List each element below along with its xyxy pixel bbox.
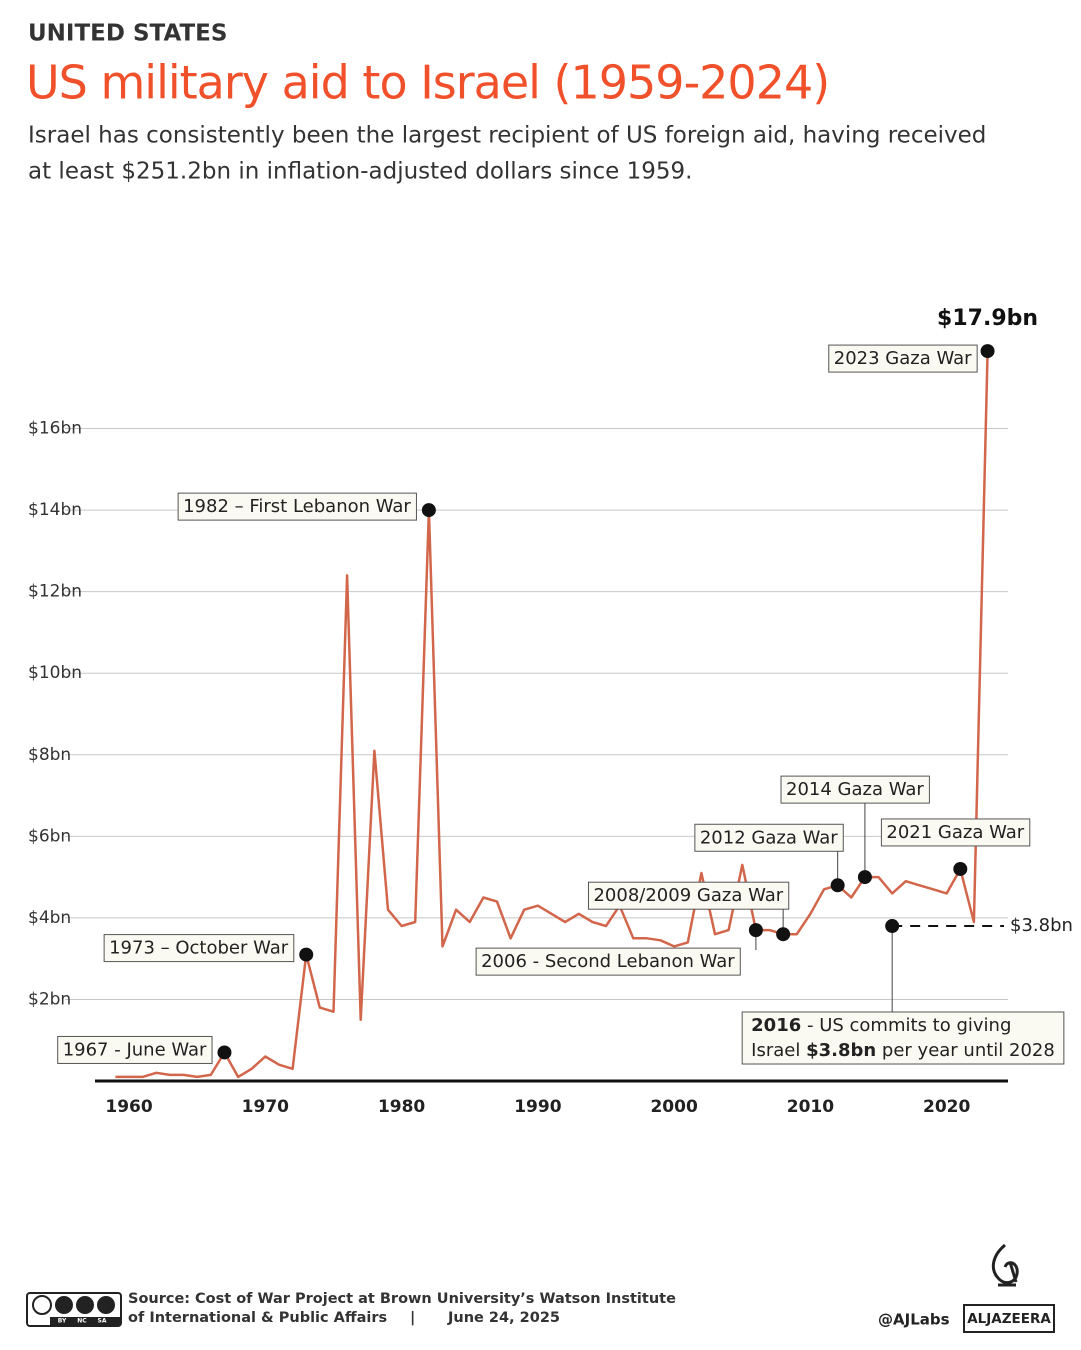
y-tick-label: $4bn bbox=[28, 908, 71, 928]
credit: @AJLabs bbox=[878, 1311, 950, 1329]
license-label: SA bbox=[98, 1318, 107, 1325]
license-label: BY bbox=[58, 1318, 67, 1325]
brand-frame bbox=[963, 1304, 1055, 1333]
annotation-label: 2023 Gaza War bbox=[834, 348, 972, 369]
x-tick-label: 2020 bbox=[923, 1097, 970, 1117]
annotation-label: 2006 - Second Lebanon War bbox=[481, 951, 735, 972]
reference-label: $3.8bn bbox=[1010, 915, 1073, 936]
label-box bbox=[741, 1011, 1065, 1065]
y-tick-label: $12bn bbox=[28, 582, 82, 602]
chart-title: US military aid to Israel (1959-2024) bbox=[26, 56, 829, 110]
annotation-label: 2014 Gaza War bbox=[786, 779, 924, 800]
badge-icon bbox=[55, 1296, 73, 1314]
value-label: $17.9bn bbox=[937, 306, 1038, 331]
annotation-label: 1982 – First Lebanon War bbox=[183, 496, 411, 517]
event-dot bbox=[217, 1045, 232, 1060]
event-dot bbox=[748, 923, 763, 938]
source: Cost of War Project at Brown University’… bbox=[195, 1291, 676, 1307]
y-tick-label: $16bn bbox=[28, 419, 82, 439]
date: June 24, 2025 bbox=[447, 1310, 560, 1326]
annotation-label: 1973 – October War bbox=[109, 938, 289, 959]
note: 2016 - US commits to giving Israel $3.8bn… bbox=[751, 1015, 1055, 1061]
badge-icon bbox=[32, 1295, 52, 1315]
label-box bbox=[880, 818, 1031, 847]
label-box bbox=[103, 934, 295, 963]
event-dot bbox=[299, 947, 314, 962]
badge-strip bbox=[50, 1317, 120, 1325]
license-label: NC bbox=[77, 1318, 87, 1325]
annotation-label: 1967 - June War bbox=[63, 1039, 207, 1060]
badge-icon bbox=[76, 1296, 94, 1314]
y-tick-label: $2bn bbox=[28, 989, 71, 1009]
x-tick-label: 2000 bbox=[650, 1097, 697, 1117]
commitment-dot bbox=[885, 919, 900, 934]
note-part: Israel bbox=[751, 1040, 806, 1061]
subtitle: Israel has consistently been the largest… bbox=[28, 123, 986, 149]
annotation-label: 2012 Gaza War bbox=[700, 827, 838, 848]
x-tick-label: 1960 bbox=[105, 1097, 152, 1117]
license-badge bbox=[26, 1292, 122, 1327]
event-dot bbox=[776, 927, 791, 942]
y-tick-label: $6bn bbox=[28, 826, 71, 846]
event-dot bbox=[830, 878, 845, 893]
x-tick-label: 1990 bbox=[514, 1097, 561, 1117]
y-tick-label: $14bn bbox=[28, 500, 82, 520]
label-box bbox=[587, 881, 790, 910]
note-part: $3.8bn bbox=[806, 1040, 876, 1061]
source-prefix: Source: bbox=[128, 1291, 190, 1307]
label-box bbox=[57, 1035, 213, 1064]
note-part: 2016 bbox=[751, 1015, 801, 1036]
y-tick-label: $8bn bbox=[28, 745, 71, 765]
note-part: - US commits to giving bbox=[801, 1015, 1011, 1036]
annotation-label: 2021 Gaza War bbox=[886, 822, 1024, 843]
badge-icon bbox=[97, 1296, 115, 1314]
subtitle: at least $251.2bn in inflation-adjusted … bbox=[28, 159, 692, 185]
event-dot bbox=[857, 870, 872, 885]
label-box bbox=[177, 492, 417, 521]
x-tick-label: 1970 bbox=[242, 1097, 289, 1117]
label-box bbox=[780, 775, 930, 804]
x-tick-label: 2010 bbox=[787, 1097, 834, 1117]
x-tick-label: 1980 bbox=[378, 1097, 425, 1117]
source: of International & Public Affairs bbox=[128, 1310, 387, 1326]
y-tick-label: $10bn bbox=[28, 663, 82, 683]
note-part: per year until 2028 bbox=[876, 1040, 1055, 1061]
event-dot bbox=[421, 503, 436, 518]
annotation-label: 2008/2009 Gaza War bbox=[593, 885, 783, 906]
event-dot bbox=[953, 861, 968, 876]
label-box bbox=[828, 344, 978, 373]
separator: | bbox=[410, 1310, 415, 1326]
label-box bbox=[694, 823, 844, 852]
header: UNITED STATES bbox=[28, 21, 227, 47]
event-dot bbox=[980, 344, 995, 359]
brand-logo bbox=[991, 1243, 1019, 1287]
brand: ALJAZEERA bbox=[967, 1311, 1051, 1327]
label-box bbox=[475, 947, 741, 976]
